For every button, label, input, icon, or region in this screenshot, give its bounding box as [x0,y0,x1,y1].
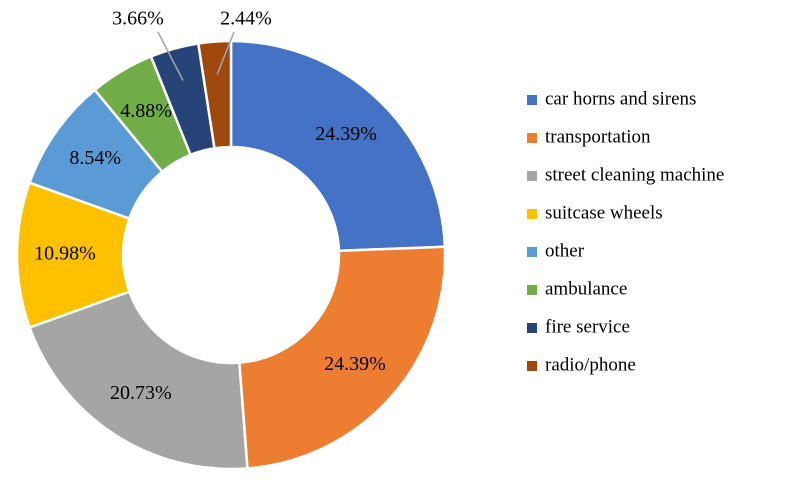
legend-label: other [545,240,585,261]
legend-label: car horns and sirens [545,88,696,109]
data-label: 20.73% [110,382,172,404]
legend-swatch [527,285,537,295]
legend-label: radio/phone [545,354,636,375]
leader-line [157,31,184,81]
legend-label: transportation [545,126,651,147]
legend-swatch [527,361,537,371]
legend-swatch [527,323,537,333]
data-label: 2.44% [220,8,272,30]
legend-swatch [527,209,537,219]
data-label: 10.98% [34,243,96,265]
legend-swatch [527,171,537,181]
donut-slice [196,39,233,150]
donut-slice [237,245,447,470]
donut-slice [28,289,249,471]
legend-label: street cleaning machine [545,164,724,185]
donut-slice [229,39,447,253]
data-label: 24.39% [315,123,377,145]
legend-swatch [527,133,537,143]
legend-label: suitcase wheels [545,202,663,223]
legend-swatch [527,95,537,105]
legend-label: fire service [545,316,630,337]
leader-line [216,31,235,75]
data-label: 3.66% [112,8,164,30]
data-label: 24.39% [324,353,386,375]
legend-label: ambulance [545,278,627,299]
data-label: 4.88% [120,100,172,122]
legend-swatch [527,247,537,257]
data-label: 8.54% [69,147,121,169]
